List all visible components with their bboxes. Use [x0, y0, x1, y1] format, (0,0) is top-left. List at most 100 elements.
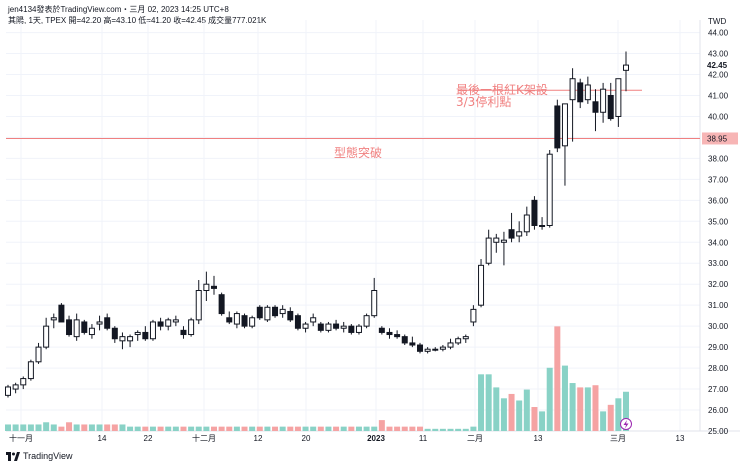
- candle[interactable]: [188, 317, 195, 337]
- candle[interactable]: [325, 321, 332, 333]
- candle[interactable]: [81, 319, 88, 335]
- candle[interactable]: [432, 347, 439, 352]
- candle[interactable]: [88, 324, 95, 339]
- candle[interactable]: [417, 342, 423, 354]
- candle[interactable]: [584, 76, 591, 104]
- candle[interactable]: [409, 336, 416, 348]
- candle[interactable]: [294, 313, 301, 331]
- candle[interactable]: [348, 324, 355, 335]
- candle[interactable]: [478, 259, 485, 308]
- candle[interactable]: [96, 315, 103, 331]
- candle[interactable]: [439, 345, 446, 352]
- candle[interactable]: [279, 305, 286, 318]
- candle[interactable]: [50, 313, 57, 329]
- volume-bar: [73, 424, 80, 431]
- lightning-icon[interactable]: [620, 418, 632, 430]
- candle[interactable]: [20, 376, 27, 390]
- candle-body: [172, 319, 179, 323]
- candle-body: [35, 346, 42, 363]
- volume-bar: [180, 426, 187, 431]
- candle[interactable]: [35, 342, 42, 364]
- candle[interactable]: [287, 307, 294, 322]
- candle[interactable]: [111, 326, 118, 343]
- annotation-text[interactable]: 最後一根紅K架設: [456, 82, 548, 97]
- candle[interactable]: [233, 311, 240, 329]
- candle[interactable]: [340, 321, 347, 333]
- candle[interactable]: [371, 277, 378, 318]
- candle[interactable]: [447, 338, 454, 350]
- candle[interactable]: [493, 233, 500, 253]
- candle[interactable]: [333, 319, 340, 331]
- candle[interactable]: [401, 334, 408, 346]
- volume-bar: [272, 426, 279, 431]
- candle[interactable]: [256, 305, 263, 320]
- candle[interactable]: [134, 330, 141, 341]
- candle[interactable]: [363, 313, 370, 329]
- candle[interactable]: [470, 305, 477, 327]
- candle[interactable]: [27, 359, 34, 381]
- candle[interactable]: [355, 324, 362, 335]
- candle[interactable]: [539, 217, 546, 230]
- candle[interactable]: [127, 334, 134, 348]
- candle[interactable]: [500, 231, 507, 266]
- candle[interactable]: [172, 315, 179, 327]
- candle[interactable]: [149, 319, 156, 341]
- candle[interactable]: [554, 99, 561, 153]
- volume-bar: [584, 387, 591, 431]
- candle[interactable]: [386, 328, 393, 339]
- candle[interactable]: [600, 82, 607, 123]
- volume-bar: [478, 374, 485, 431]
- candle[interactable]: [43, 317, 50, 350]
- candle[interactable]: [58, 303, 65, 323]
- candle[interactable]: [569, 68, 576, 142]
- candle[interactable]: [249, 315, 256, 329]
- candle[interactable]: [424, 347, 431, 354]
- candle[interactable]: [546, 150, 553, 228]
- candle[interactable]: [462, 334, 469, 343]
- tradingview-brand: TradingView: [23, 451, 73, 461]
- candle[interactable]: [508, 212, 515, 243]
- volume-bar: [363, 426, 370, 431]
- candle[interactable]: [104, 313, 111, 331]
- volume-bar: [27, 424, 34, 431]
- candle[interactable]: [12, 382, 19, 394]
- candle[interactable]: [241, 313, 248, 329]
- candle[interactable]: [310, 313, 317, 327]
- candle[interactable]: [516, 221, 523, 243]
- candle[interactable]: [378, 326, 385, 335]
- candle[interactable]: [157, 317, 164, 331]
- candle[interactable]: [165, 317, 172, 331]
- candle[interactable]: [523, 206, 530, 236]
- candle-body: [340, 325, 347, 329]
- candle[interactable]: [218, 292, 225, 316]
- candle[interactable]: [394, 330, 401, 339]
- candle[interactable]: [577, 78, 584, 109]
- candle[interactable]: [455, 336, 462, 346]
- candle[interactable]: [73, 313, 80, 341]
- candle[interactable]: [623, 51, 629, 92]
- candle[interactable]: [317, 321, 324, 333]
- candle[interactable]: [180, 326, 187, 339]
- candle[interactable]: [264, 305, 271, 322]
- candle[interactable]: [119, 332, 126, 350]
- candle[interactable]: [592, 89, 599, 132]
- candle[interactable]: [272, 305, 279, 318]
- candle[interactable]: [203, 271, 210, 301]
- candle[interactable]: [5, 384, 11, 398]
- candle[interactable]: [66, 315, 73, 337]
- candle[interactable]: [195, 280, 202, 325]
- candle[interactable]: [142, 326, 149, 341]
- annotation-text[interactable]: 3/3停利點: [456, 94, 511, 109]
- candle[interactable]: [211, 275, 217, 295]
- candle[interactable]: [302, 321, 309, 333]
- candle[interactable]: [531, 196, 538, 230]
- candle-body: [272, 306, 279, 317]
- candle[interactable]: [615, 78, 622, 127]
- annotation-text[interactable]: 型態突破: [334, 145, 382, 160]
- candle[interactable]: [607, 82, 614, 121]
- candle[interactable]: [561, 103, 568, 186]
- candle[interactable]: [485, 229, 492, 266]
- candle[interactable]: [226, 311, 233, 325]
- candle-body: [149, 321, 156, 340]
